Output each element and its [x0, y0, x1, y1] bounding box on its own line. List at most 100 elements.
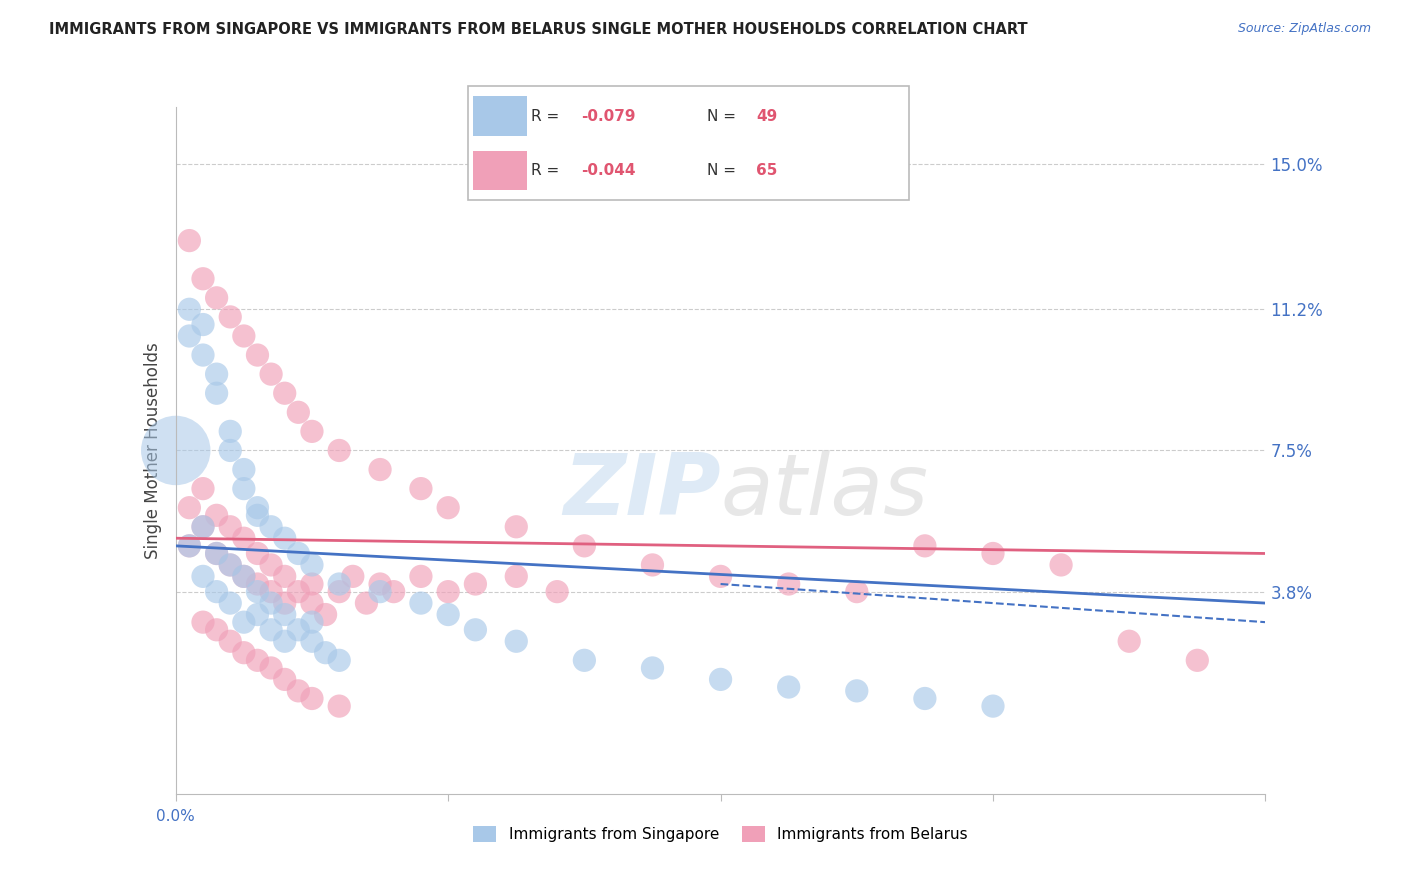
Point: [464, 577, 486, 591]
Point: [274, 634, 297, 648]
Text: N =: N =: [707, 163, 741, 178]
Point: [191, 569, 214, 583]
FancyBboxPatch shape: [472, 96, 527, 136]
Point: [191, 271, 214, 285]
Point: [710, 673, 733, 687]
Point: [301, 615, 323, 630]
Point: [641, 558, 664, 572]
Point: [246, 508, 269, 523]
Point: [232, 462, 254, 476]
Point: [981, 699, 1004, 714]
Point: [845, 683, 868, 698]
Point: [778, 680, 800, 694]
Point: [219, 558, 242, 572]
Point: [505, 634, 527, 648]
Point: [219, 310, 242, 324]
Point: [437, 607, 460, 622]
Point: [260, 596, 283, 610]
Point: [179, 539, 201, 553]
Point: [246, 653, 269, 667]
Point: [191, 615, 214, 630]
Point: [368, 577, 391, 591]
Point: [246, 577, 269, 591]
Point: [1050, 558, 1073, 572]
Point: [1187, 653, 1209, 667]
Point: [546, 584, 568, 599]
Point: [260, 623, 283, 637]
Point: [274, 531, 297, 545]
Point: [179, 329, 201, 343]
Point: [246, 607, 269, 622]
Point: [301, 558, 323, 572]
Point: [274, 386, 297, 401]
Point: [981, 546, 1004, 561]
Point: [437, 500, 460, 515]
Point: [287, 546, 309, 561]
Point: [1118, 634, 1140, 648]
Y-axis label: Single Mother Households: Single Mother Households: [143, 343, 162, 558]
Point: [710, 569, 733, 583]
Point: [219, 558, 242, 572]
Point: [260, 558, 283, 572]
Point: [409, 596, 432, 610]
Point: [342, 569, 364, 583]
Point: [246, 546, 269, 561]
Point: [409, 569, 432, 583]
Point: [574, 653, 596, 667]
Text: R =: R =: [531, 163, 565, 178]
Point: [301, 596, 323, 610]
Point: [287, 405, 309, 419]
Point: [232, 646, 254, 660]
Point: [274, 607, 297, 622]
Point: [914, 691, 936, 706]
Point: [301, 634, 323, 648]
Point: [232, 531, 254, 545]
Point: [219, 443, 242, 458]
Point: [260, 520, 283, 534]
Point: [356, 596, 378, 610]
Point: [437, 584, 460, 599]
Point: [315, 607, 337, 622]
Point: [914, 539, 936, 553]
Point: [301, 577, 323, 591]
Point: [274, 569, 297, 583]
Point: [246, 500, 269, 515]
Point: [205, 291, 228, 305]
Text: 0.0%: 0.0%: [156, 809, 195, 824]
Point: [205, 508, 228, 523]
Point: [260, 367, 283, 381]
Point: [505, 520, 527, 534]
Point: [232, 569, 254, 583]
Point: [191, 318, 214, 332]
Point: [232, 329, 254, 343]
Point: [219, 634, 242, 648]
Point: [165, 443, 187, 458]
Point: [368, 462, 391, 476]
Point: [274, 596, 297, 610]
Point: [219, 425, 242, 439]
Point: [505, 569, 527, 583]
Point: [287, 623, 309, 637]
Point: [315, 646, 337, 660]
Point: [219, 520, 242, 534]
Point: [328, 699, 350, 714]
Point: [205, 623, 228, 637]
Point: [287, 683, 309, 698]
Text: R =: R =: [531, 109, 565, 124]
Text: 49: 49: [756, 109, 778, 124]
Point: [246, 348, 269, 362]
Point: [219, 596, 242, 610]
Text: 65: 65: [756, 163, 778, 178]
Point: [179, 539, 201, 553]
Point: [778, 577, 800, 591]
Point: [328, 443, 350, 458]
Legend: Immigrants from Singapore, Immigrants from Belarus: Immigrants from Singapore, Immigrants fr…: [467, 820, 974, 848]
Point: [287, 584, 309, 599]
Text: -0.079: -0.079: [581, 109, 636, 124]
Point: [301, 425, 323, 439]
Point: [191, 482, 214, 496]
Point: [205, 386, 228, 401]
Point: [845, 584, 868, 599]
Text: IMMIGRANTS FROM SINGAPORE VS IMMIGRANTS FROM BELARUS SINGLE MOTHER HOUSEHOLDS CO: IMMIGRANTS FROM SINGAPORE VS IMMIGRANTS …: [49, 22, 1028, 37]
Text: Source: ZipAtlas.com: Source: ZipAtlas.com: [1237, 22, 1371, 36]
